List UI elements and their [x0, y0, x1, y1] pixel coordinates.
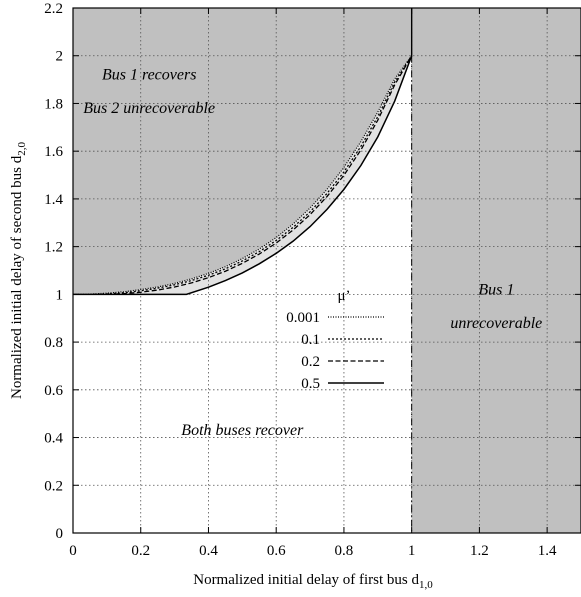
y-axis-title-main: Normalized initial delay of second bus d: [9, 155, 25, 399]
legend-title: μ’: [337, 288, 350, 304]
annotation-unrecoverable: unrecoverable: [450, 315, 542, 332]
legend-entries: 0.001 0.1 0.2 0.5: [286, 310, 384, 392]
x-tick-label: 1.4: [538, 543, 557, 559]
series-line-3: [73, 55, 413, 296]
y-tick-label: 1: [56, 287, 64, 303]
y-tick-label: 1.8: [44, 96, 63, 112]
y-tick-label: 1.2: [44, 240, 63, 256]
x-tick-label: 0.4: [199, 543, 218, 559]
y-tick-label: 0.4: [44, 431, 63, 447]
y-tick-label: 0.8: [44, 335, 63, 351]
y-tick-label: 0.6: [44, 383, 63, 399]
x-axis-title: Normalized initial delay of first bus d1…: [193, 572, 433, 591]
y-tick-label: 2: [56, 49, 64, 65]
axis-ticks: 0 0.2 0.4 0.6 0.8 1 1.2 1.4 0 0.2 0.4 0.6 0.8 1 1.2 1.4…: [44, 1, 581, 559]
legend-label-0: 0.001: [286, 310, 320, 326]
x-tick-label: 0.2: [131, 543, 150, 559]
series-line-0: [72, 55, 413, 295]
annotation-bus1: Bus 1: [478, 281, 514, 298]
x-tick-label: 0.8: [335, 543, 354, 559]
y-axis-title: Normalized initial delay of second bus d…: [9, 141, 28, 399]
x-tick-label: 1.2: [470, 543, 489, 559]
series-line-1: [89, 55, 413, 296]
legend: μ’ 0.001 0.1 0.2 0.5: [286, 288, 384, 392]
y-tick-label: 0: [56, 526, 64, 542]
shaded-regions: [73, 8, 581, 533]
y-tick-label: 1.4: [44, 192, 63, 208]
y-tick-label: 0.2: [44, 478, 63, 494]
legend-label-1: 0.1: [301, 332, 320, 348]
y-tick-label: 2.2: [44, 1, 63, 17]
y-axis-title-sub: 2,0: [16, 141, 28, 155]
x-axis-title-main: Normalized initial delay of first bus d: [193, 572, 419, 588]
region-annotations: Bus 1 recovers Bus 2 unrecoverable Bus 1…: [83, 67, 542, 440]
shade-transition-band: [73, 55, 412, 295]
plot-frame: [72, 7, 581, 534]
x-tick-label: 0.6: [267, 543, 286, 559]
x-tick-label: 0: [69, 543, 77, 559]
shade-right: [411, 8, 581, 533]
x-tick-label: 1: [408, 543, 416, 559]
y-tick-label: 1.6: [44, 144, 63, 160]
annotation-bus1-recovers: Bus 1 recovers: [102, 67, 197, 84]
annotation-bus2-unrecoverable: Bus 2 unrecoverable: [83, 100, 215, 117]
series-line-2: [106, 55, 413, 296]
series-lines: [72, 55, 413, 296]
legend-label-2: 0.2: [301, 354, 320, 370]
annotation-both-buses-recover: Both buses recover: [181, 422, 304, 439]
x-axis-title-sub: 1,0: [419, 579, 433, 591]
legend-label-3: 0.5: [301, 376, 320, 392]
